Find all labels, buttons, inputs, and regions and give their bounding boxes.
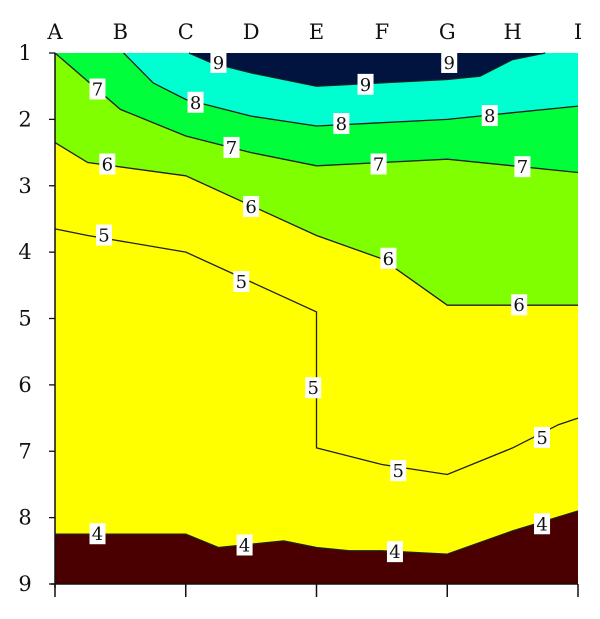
contour-label-8-1: 8: [187, 91, 204, 114]
contour-label-text: 8: [190, 93, 201, 114]
x-tick-label-F: F: [375, 20, 390, 44]
contour-label-bg: [370, 153, 387, 175]
y-tick-label-1: 1: [18, 41, 31, 65]
contour-label-bg: [305, 377, 322, 399]
contour-label-text: 8: [484, 106, 495, 127]
contour-label-text: 9: [360, 75, 371, 96]
y-tick-label-3: 3: [18, 174, 31, 198]
contour-label-bg: [99, 153, 116, 175]
contour-label-bg: [89, 523, 106, 545]
contour-label-bg: [380, 247, 397, 269]
contour-label-bg: [386, 541, 403, 563]
x-tick-label-E: E: [309, 20, 324, 44]
x-tick-label-G: G: [439, 20, 456, 44]
contour-label-text: 7: [92, 80, 103, 101]
contour-label-6-3: 6: [380, 247, 397, 270]
contour-label-bg: [511, 294, 528, 316]
y-tick-label-5: 5: [18, 307, 31, 331]
y-tick-label-9: 9: [18, 572, 31, 596]
y-tick-label-7: 7: [18, 439, 31, 463]
y-tick-label-6: 6: [18, 373, 31, 397]
contour-label-text: 5: [536, 428, 547, 449]
contour-label-bg: [534, 426, 551, 448]
contour-label-text: 6: [513, 295, 524, 316]
contour-label-7-4: 7: [514, 156, 531, 178]
contour-label-text: 4: [92, 524, 103, 545]
contour-label-4-2: 4: [236, 534, 253, 557]
contour-label-text: 7: [373, 155, 384, 176]
contour-label-bg: [243, 195, 260, 217]
contour-label-bg: [514, 156, 531, 178]
contour-label-bg: [390, 460, 407, 482]
contour-label-9-1: 9: [210, 51, 227, 74]
contour-label-bg: [89, 78, 106, 100]
contour-label-bg: [481, 105, 498, 127]
contour-line-7: [54, 52, 579, 174]
contour-label-5-3: 5: [305, 377, 322, 399]
contour-label-text: 4: [536, 514, 547, 535]
contour-label-7-2: 7: [223, 136, 240, 159]
contour-label-bg: [236, 534, 253, 556]
contour-label-8-3: 8: [481, 105, 498, 127]
contour-label-4-4: 4: [534, 513, 551, 535]
contour-label-5-5: 5: [534, 426, 551, 449]
contour-label-text: 5: [308, 378, 319, 399]
contour-label-bg: [223, 136, 240, 158]
contour-label-text: 6: [102, 155, 113, 176]
contour-label-text: 6: [383, 249, 394, 270]
y-tick-label-2: 2: [18, 107, 31, 131]
contour-label-4-3: 4: [386, 541, 403, 563]
x-tick-label-H: H: [503, 20, 521, 44]
y-tick-label-8: 8: [18, 506, 31, 530]
contour-label-9-3: 9: [441, 51, 458, 74]
contour-label-text: 5: [98, 226, 109, 247]
contour-label-9-2: 9: [357, 73, 374, 96]
contour-label-8-2: 8: [333, 113, 350, 135]
contour-label-text: 7: [517, 157, 528, 178]
contour-label-bg: [210, 51, 227, 73]
contour-label-bg: [441, 51, 458, 73]
contour-label-text: 7: [226, 138, 237, 159]
contour-label-text: 9: [213, 53, 224, 74]
contour-label-bg: [357, 73, 374, 95]
contour-label-bg: [534, 513, 551, 535]
contour-line-4: [55, 510, 579, 555]
contour-label-4-1: 4: [89, 523, 106, 545]
contour-label-5-4: 5: [390, 460, 407, 482]
contour-label-bg: [187, 91, 204, 113]
contour-label-6-1: 6: [99, 153, 116, 176]
contour-label-text: 6: [245, 197, 256, 218]
x-tick-label-B: B: [113, 20, 128, 44]
contour-label-7-3: 7: [370, 153, 387, 176]
contour-label-text: 4: [239, 536, 250, 557]
x-tick-label-D: D: [243, 20, 260, 44]
contour-label-7-1: 7: [89, 78, 106, 101]
x-tick-label-I: I: [574, 20, 582, 44]
contour-label-bg: [233, 270, 250, 292]
x-tick-label-C: C: [178, 20, 194, 44]
contour-label-6-2: 6: [243, 195, 260, 218]
contour-label-text: 8: [336, 114, 347, 135]
contour-label-bg: [96, 224, 113, 246]
contour-label-5-2: 5: [233, 270, 250, 293]
contour-fills: [55, 53, 578, 584]
contour-label-text: 9: [443, 53, 454, 74]
contour-label-5-1: 5: [96, 224, 113, 247]
y-tick-label-4: 4: [18, 240, 31, 264]
x-tick-label-A: A: [46, 20, 63, 44]
contour-label-6-4: 6: [511, 294, 528, 316]
contour-label-text: 4: [389, 542, 400, 563]
contour-label-text: 5: [236, 272, 247, 293]
contour-label-text: 5: [392, 461, 403, 482]
contour-label-bg: [333, 113, 350, 135]
